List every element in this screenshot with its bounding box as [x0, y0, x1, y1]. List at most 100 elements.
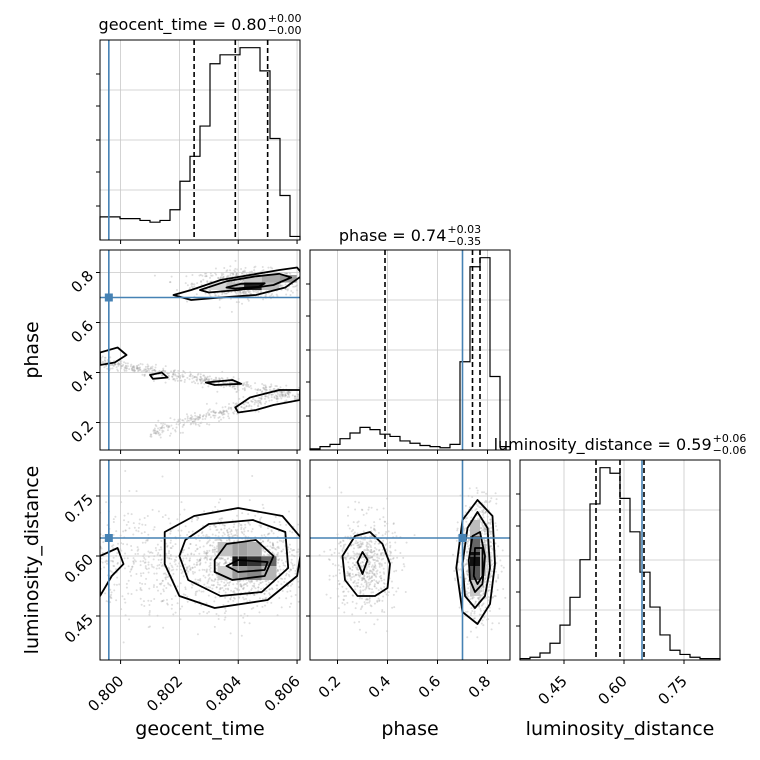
sample-point	[372, 572, 375, 575]
sample-point	[250, 580, 253, 583]
sample-point	[245, 405, 248, 408]
sample-point	[302, 287, 304, 289]
sample-point	[265, 583, 268, 586]
sample-point	[197, 560, 200, 563]
sample-point	[229, 597, 232, 600]
sample-point	[338, 552, 341, 555]
sample-point	[151, 365, 154, 368]
y-axis-label-phase: phase	[21, 321, 43, 378]
sample-point	[271, 551, 274, 554]
sample-point	[272, 544, 275, 547]
sample-point	[241, 280, 244, 283]
sample-point	[196, 373, 199, 376]
sample-point	[378, 599, 381, 602]
sample-point	[372, 559, 375, 562]
sample-point	[146, 363, 149, 366]
sample-point	[181, 373, 184, 376]
sample-point	[240, 406, 243, 409]
sample-point	[240, 585, 243, 588]
sample-point	[257, 589, 260, 592]
sample-point	[275, 397, 278, 400]
sample-point	[468, 534, 471, 537]
sample-point	[488, 606, 491, 609]
sample-point	[167, 566, 170, 569]
sample-point	[182, 424, 185, 427]
sample-point	[376, 572, 379, 575]
sample-point	[206, 612, 209, 615]
sample-point	[361, 561, 364, 564]
sample-point	[205, 402, 208, 405]
sample-point	[284, 394, 287, 397]
sample-point	[249, 581, 252, 584]
sample-point	[343, 556, 346, 559]
sample-point	[106, 524, 109, 527]
sample-point	[350, 556, 353, 559]
sample-point	[352, 556, 355, 559]
sample-point	[274, 548, 277, 551]
sample-point	[190, 422, 193, 425]
sample-point	[230, 408, 233, 411]
sample-point	[344, 586, 346, 588]
sample-point	[187, 570, 190, 573]
sample-point	[169, 539, 172, 542]
sample-point	[365, 568, 368, 571]
sample-point	[376, 600, 379, 603]
sample-point	[154, 370, 157, 373]
sample-point	[194, 423, 197, 426]
sample-point	[151, 565, 154, 568]
sample-point	[364, 579, 367, 582]
sample-point	[247, 529, 250, 532]
sample-point	[154, 432, 157, 435]
sample-point	[286, 390, 289, 393]
histogram-luminosity_distance	[519, 467, 721, 660]
sample-point	[102, 534, 105, 537]
sample-point	[227, 584, 230, 587]
sample-point	[189, 543, 192, 546]
sample-point	[263, 388, 266, 391]
sample-point	[257, 405, 260, 408]
sample-point	[130, 369, 133, 372]
sample-point	[207, 540, 210, 543]
sample-point	[211, 579, 214, 582]
sample-point	[492, 596, 495, 599]
sample-point	[248, 404, 251, 407]
sample-point	[104, 356, 107, 359]
sample-point	[145, 577, 148, 580]
y-tick-label: 0.6	[67, 317, 97, 347]
sample-point	[199, 546, 202, 549]
sample-point	[132, 562, 135, 565]
sample-point	[169, 281, 172, 284]
sample-point	[395, 590, 398, 593]
sample-point	[232, 583, 235, 586]
sample-point	[172, 568, 175, 571]
sample-point	[483, 491, 486, 494]
sample-point	[483, 581, 486, 584]
sample-point	[500, 570, 503, 573]
sample-point	[456, 527, 459, 530]
sample-point	[482, 624, 485, 627]
sample-point	[483, 539, 486, 542]
sample-point	[383, 524, 386, 527]
sample-point	[233, 385, 236, 388]
sample-point	[376, 559, 379, 562]
sample-point	[362, 513, 365, 516]
sample-point	[166, 575, 169, 578]
sample-point	[287, 392, 290, 395]
sample-point	[352, 543, 355, 546]
sample-point	[232, 596, 235, 599]
sample-point	[222, 531, 225, 534]
sample-point	[285, 574, 288, 577]
sample-point	[235, 292, 238, 295]
sample-point	[210, 578, 213, 581]
sample-point	[469, 598, 472, 601]
sample-point	[152, 428, 155, 431]
sample-point	[128, 527, 131, 530]
sample-point	[169, 432, 172, 435]
sample-point	[142, 369, 145, 372]
sample-point	[382, 507, 385, 510]
sample-point	[353, 621, 356, 624]
sample-point	[464, 511, 467, 514]
sample-point	[225, 270, 228, 273]
sample-point	[291, 583, 294, 586]
sample-point	[370, 549, 373, 552]
